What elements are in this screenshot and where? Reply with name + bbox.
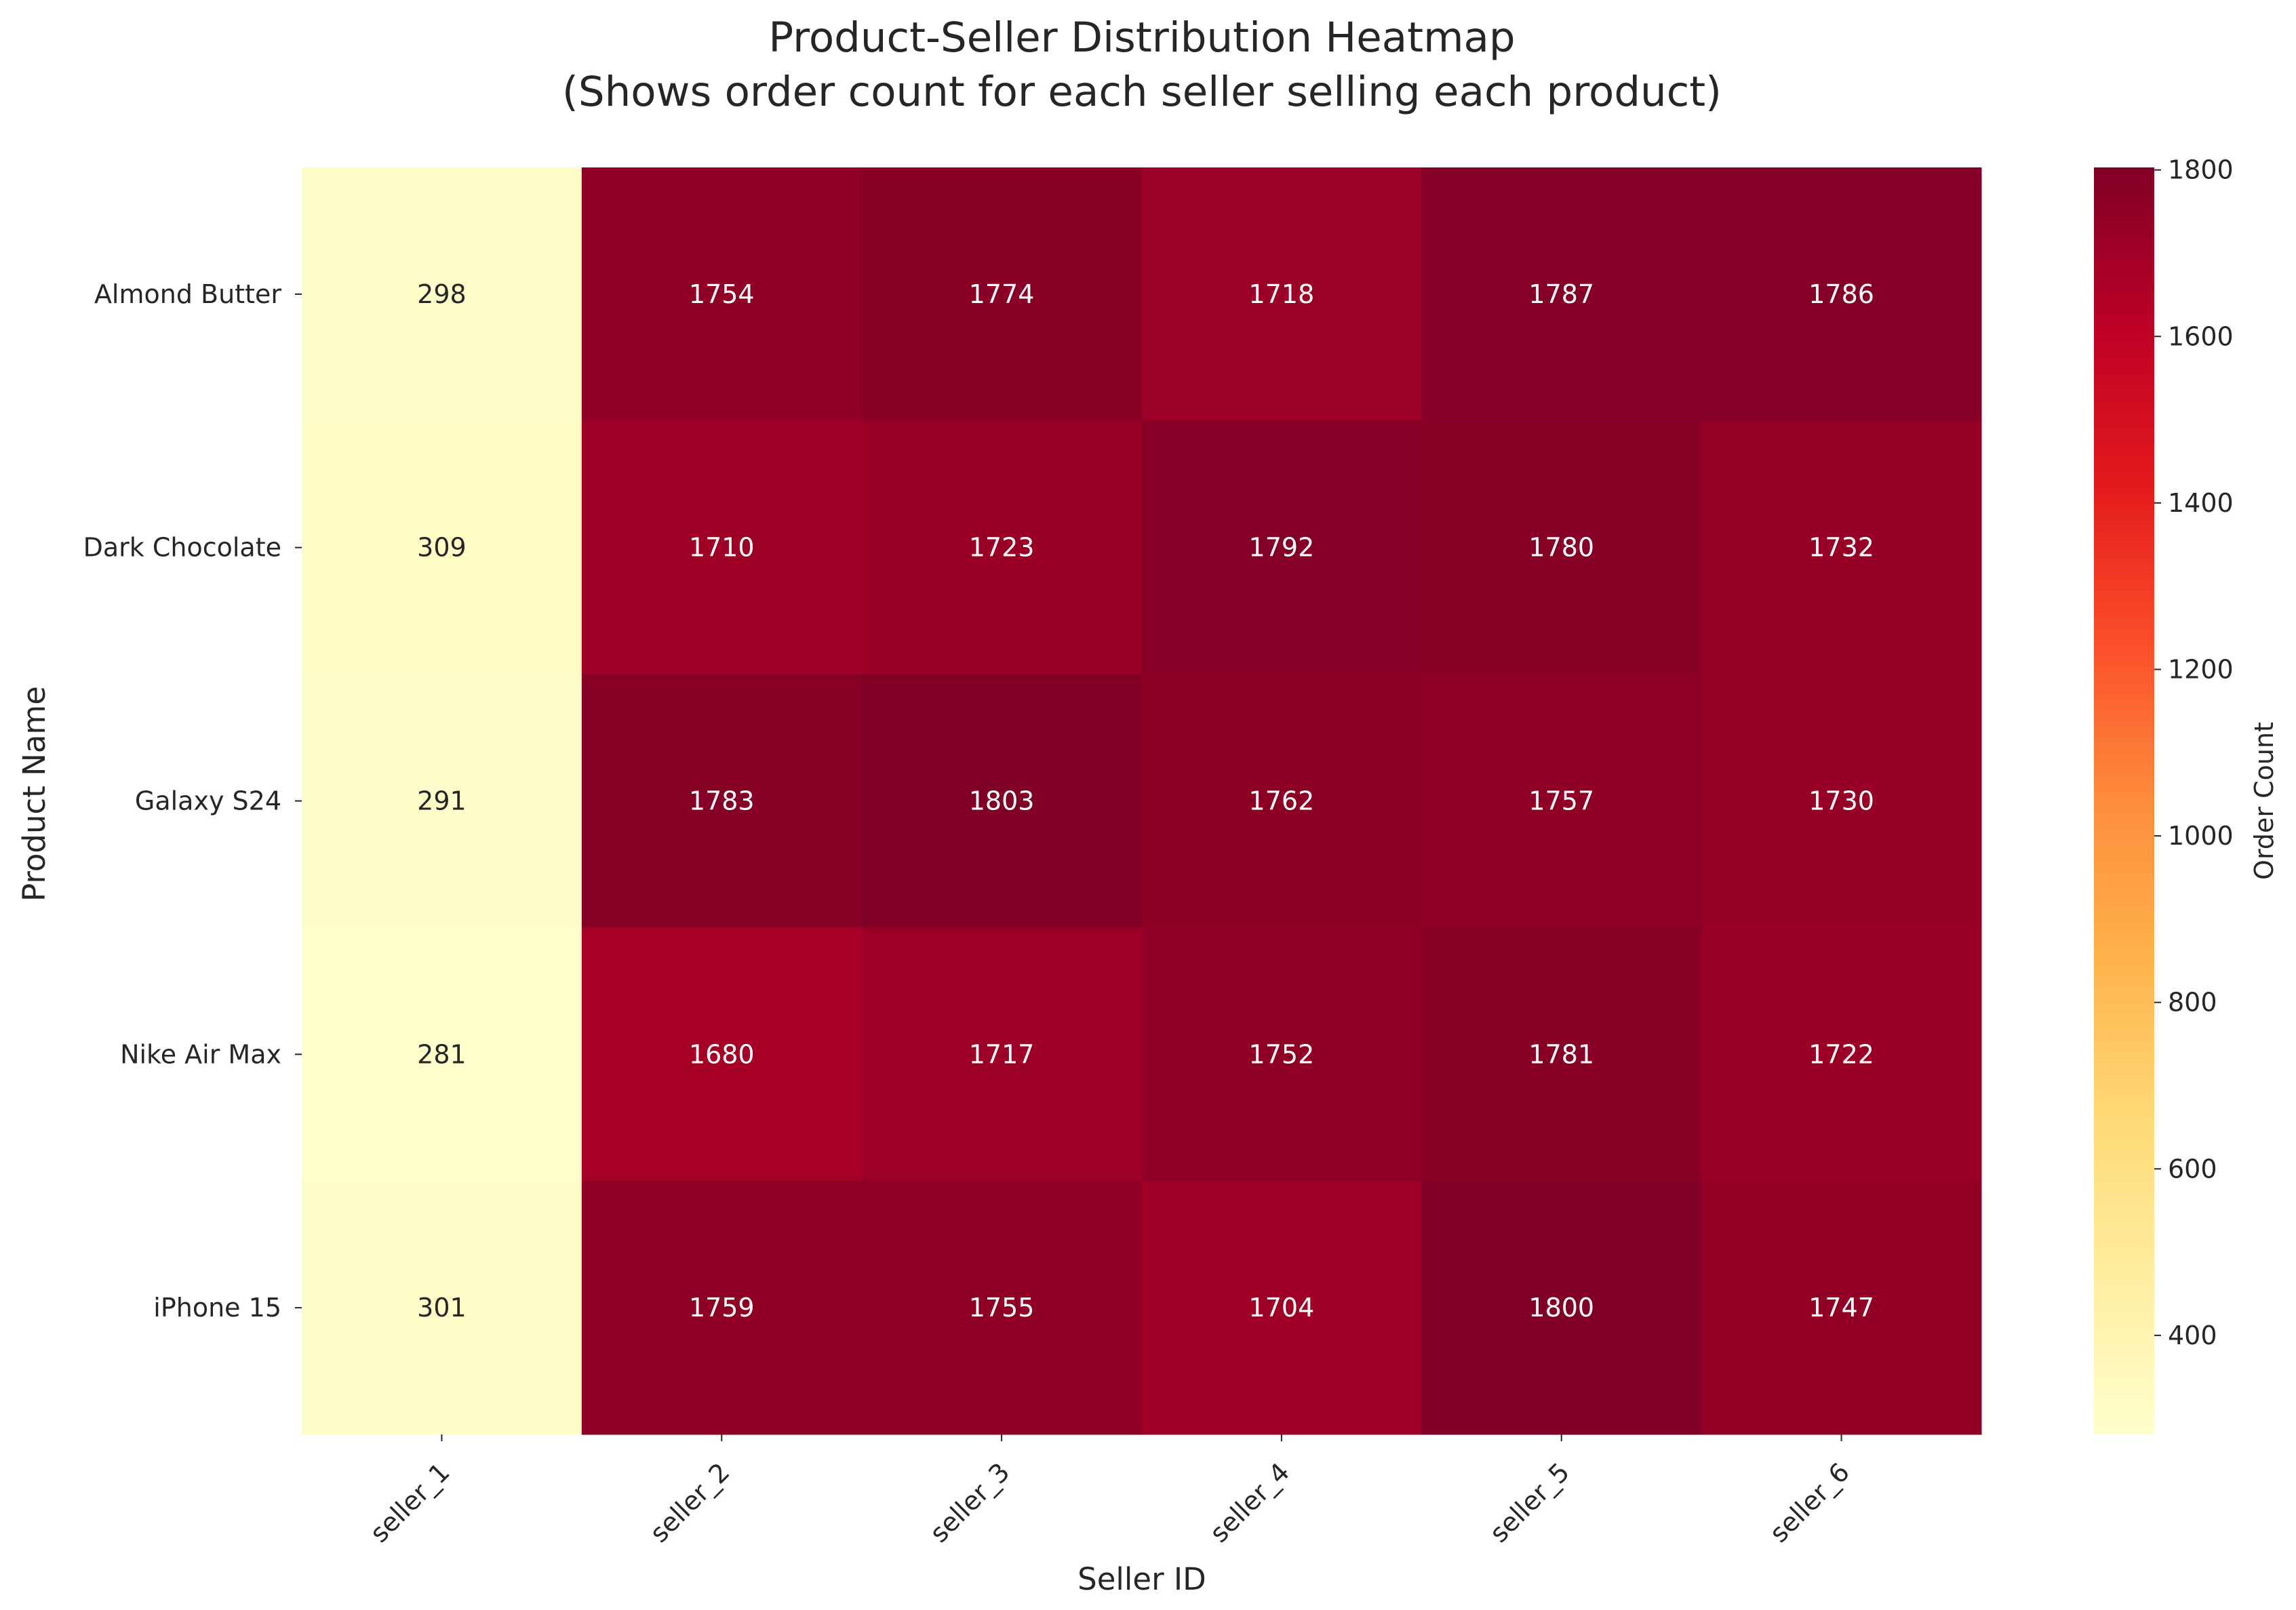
y-tick-label: iPhone 15 [153, 1293, 281, 1323]
heatmap-cell [1701, 420, 1982, 675]
heatmap-cell-value: 1704 [1249, 1293, 1315, 1323]
y-axis-ticks: Almond Butter Dark Chocolate Galaxy S24 Nik… [83, 279, 302, 1323]
heatmap-cell [1421, 1181, 1702, 1435]
heatmap-cell-value: 1710 [689, 533, 755, 563]
x-axis-ticks: seller_1 seller_2 seller_3 seller_4 seller_5… [364, 1434, 1855, 1548]
heatmap-cell-value: 1800 [1528, 1293, 1594, 1323]
colorbar-tick-label: 800 [2168, 988, 2217, 1018]
heatmap-cell [1701, 1181, 1982, 1435]
x-tick-label: seller_2 [644, 1457, 736, 1548]
heatmap-cell-value: 1786 [1808, 279, 1874, 309]
colorbar-ticks: 400 600 800 1000 1200 1400 1600 1800 [2154, 155, 2234, 1350]
heatmap-cell-value: 1722 [1808, 1039, 1874, 1069]
heatmap-cell-value: 281 [417, 1039, 467, 1069]
colorbar-gradient [2094, 167, 2154, 1434]
heatmap-cell [1141, 420, 1422, 675]
heatmap-cell-value: 1781 [1528, 1039, 1594, 1069]
heatmap-cell-value: 1755 [969, 1293, 1035, 1323]
chart-title-line-1: Product-Seller Distribution Heatmap [768, 14, 1515, 62]
heatmap-cell-value: 1747 [1808, 1293, 1874, 1323]
heatmap-cell-value: 1717 [969, 1039, 1035, 1069]
heatmap-cells [302, 167, 1982, 1435]
heatmap-cell-value: 1780 [1528, 533, 1594, 563]
heatmap-cell [1701, 167, 1982, 422]
y-tick-label: Galaxy S24 [135, 786, 281, 816]
heatmap-cell [861, 420, 1142, 675]
heatmap-cell [861, 674, 1142, 928]
heatmap-cell-value: 1718 [1249, 279, 1315, 309]
heatmap-cell-value: 1762 [1249, 786, 1315, 816]
heatmap-cell-value: 1730 [1808, 786, 1874, 816]
heatmap-cell [302, 927, 582, 1182]
heatmap-cell-value: 1752 [1249, 1039, 1315, 1069]
heatmap-cell [1141, 927, 1422, 1182]
heatmap-cell [581, 167, 863, 422]
heatmap-cell [1421, 674, 1702, 928]
heatmap-cell [302, 1181, 582, 1435]
x-axis-label: Seller ID [1077, 1561, 1206, 1597]
colorbar-tick-label: 1000 [2168, 821, 2234, 851]
colorbar-tick-label: 600 [2168, 1154, 2217, 1184]
heatmap-cell-value: 298 [417, 279, 467, 309]
y-axis-label: Product Name [16, 686, 52, 902]
heatmap-cell-value: 291 [417, 786, 467, 816]
heatmap-cell [581, 674, 863, 928]
heatmap-cell [302, 674, 582, 928]
heatmap-cell-value: 1723 [969, 533, 1035, 563]
colorbar-tick-label: 1400 [2168, 488, 2234, 518]
heatmap-cell [302, 167, 582, 422]
heatmap-cell [302, 420, 582, 675]
heatmap-cell [581, 927, 863, 1182]
heatmap-cell [1421, 167, 1702, 422]
heatmap-cell [1141, 167, 1422, 422]
heatmap-cell-value: 1774 [969, 279, 1035, 309]
heatmap-cell [1141, 1181, 1422, 1435]
y-tick-label: Nike Air Max [120, 1039, 281, 1069]
heatmap-cell [1701, 927, 1982, 1182]
heatmap-cell [1141, 674, 1422, 928]
x-tick-label: seller_5 [1484, 1457, 1575, 1548]
colorbar-label: Order Count [2249, 722, 2279, 880]
heatmap-cell [861, 1181, 1142, 1435]
heatmap-cell [1421, 927, 1702, 1182]
heatmap-cell-value: 1757 [1528, 786, 1594, 816]
heatmap-cell-value: 1759 [689, 1293, 755, 1323]
heatmap-cell [861, 167, 1142, 422]
heatmap-cell [581, 420, 863, 675]
colorbar: 400 600 800 1000 1200 1400 1600 1800 Order Coun… [2094, 155, 2279, 1434]
y-tick-label: Dark Chocolate [83, 533, 281, 563]
chart-title-line-2: (Shows order count for each seller selli… [562, 68, 1722, 116]
heatmap-cell-labels: 298 1754 1774 1718 1787 1786 309 1710 1723 1792 17… [417, 279, 1874, 1323]
heatmap-cell-value: 1792 [1249, 533, 1315, 563]
colorbar-tick-label: 400 [2168, 1321, 2217, 1350]
heatmap-cell-value: 1754 [689, 279, 755, 309]
x-tick-label: seller_6 [1764, 1457, 1855, 1548]
heatmap-cell-value: 1732 [1808, 533, 1874, 563]
heatmap-cell [1421, 420, 1702, 675]
colorbar-tick-label: 1600 [2168, 321, 2234, 351]
heatmap-cell-value: 301 [417, 1293, 467, 1323]
colorbar-tick-label: 1800 [2168, 155, 2234, 185]
heatmap-cell-value: 1787 [1528, 279, 1594, 309]
y-tick-label: Almond Butter [94, 279, 281, 309]
heatmap-cell-value: 1680 [689, 1039, 755, 1069]
heatmap-cell-value: 1783 [689, 786, 755, 816]
x-tick-label: seller_4 [1204, 1457, 1296, 1548]
heatmap-cell [1701, 674, 1982, 928]
heatmap-cell [581, 1181, 863, 1435]
x-tick-label: seller_3 [924, 1457, 1016, 1548]
heatmap-cell [861, 927, 1142, 1182]
heatmap-cell-value: 1803 [969, 786, 1035, 816]
colorbar-tick-label: 1200 [2168, 654, 2234, 684]
x-tick-label: seller_1 [364, 1457, 456, 1548]
heatmap-cell-value: 309 [417, 533, 467, 563]
